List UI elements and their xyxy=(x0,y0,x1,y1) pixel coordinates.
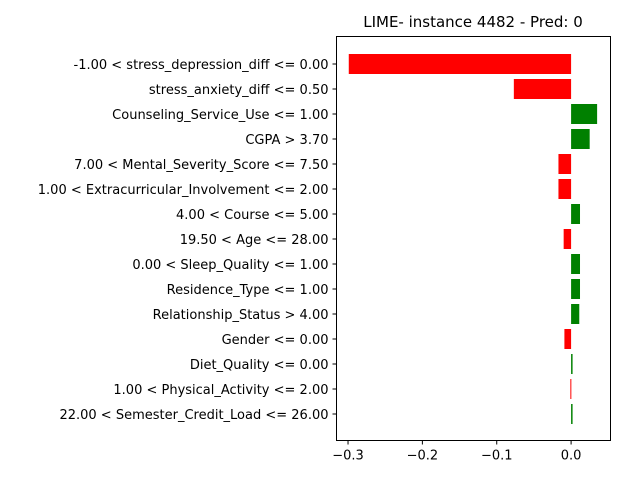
x-tick-label: −0.1 xyxy=(481,449,513,464)
bar-9 xyxy=(571,279,581,299)
category-label: Counseling_Service_Use <= 1.00 xyxy=(112,108,328,123)
x-tick-label: −0.2 xyxy=(407,449,439,464)
category-label: 7.00 < Mental_Severity_Score <= 7.50 xyxy=(74,158,328,173)
category-label: Gender <= 0.00 xyxy=(222,333,329,348)
bar-12 xyxy=(571,354,573,374)
x-tick-label: 0.0 xyxy=(561,449,582,464)
bar-2 xyxy=(571,104,598,124)
bar-11 xyxy=(564,329,572,349)
bar-3 xyxy=(571,129,590,149)
category-label: CGPA > 3.70 xyxy=(245,133,328,148)
bars-group xyxy=(348,54,598,424)
category-label: -1.00 < stress_depression_diff <= 0.00 xyxy=(74,58,329,73)
bar-0 xyxy=(348,54,572,74)
plot-frame xyxy=(336,36,611,441)
category-label: 1.00 < Physical_Activity <= 2.00 xyxy=(113,383,328,398)
bar-8 xyxy=(571,254,581,274)
bar-4 xyxy=(558,154,572,174)
bar-14 xyxy=(571,404,573,424)
bar-6 xyxy=(571,204,581,224)
bar-5 xyxy=(558,179,572,199)
category-label: Residence_Type <= 1.00 xyxy=(167,283,329,298)
category-label: stress_anxiety_diff <= 0.50 xyxy=(149,83,329,98)
category-label: 1.00 < Extracurricular_Involvement <= 2.… xyxy=(38,183,329,198)
category-label: 0.00 < Sleep_Quality <= 1.00 xyxy=(132,258,328,273)
category-label: Relationship_Status > 4.00 xyxy=(153,308,329,323)
x-ticks: −0.3 −0.2 −0.1 0.0 xyxy=(332,440,582,464)
category-label: 19.50 < Age <= 28.00 xyxy=(180,233,329,248)
category-label: 22.00 < Semester_Credit_Load <= 26.00 xyxy=(59,408,328,423)
category-label: 4.00 < Course <= 5.00 xyxy=(176,208,328,223)
y-tick-labels: -1.00 < stress_depression_diff <= 0.00 st… xyxy=(38,58,337,423)
x-tick-label: −0.3 xyxy=(332,449,364,464)
bar-7 xyxy=(563,229,572,249)
bar-13 xyxy=(570,379,572,399)
chart-title: LIME- instance 4482 - Pred: 0 xyxy=(363,13,583,31)
bar-1 xyxy=(513,79,572,99)
bar-10 xyxy=(571,304,580,324)
category-label: Diet_Quality <= 0.00 xyxy=(190,358,329,373)
